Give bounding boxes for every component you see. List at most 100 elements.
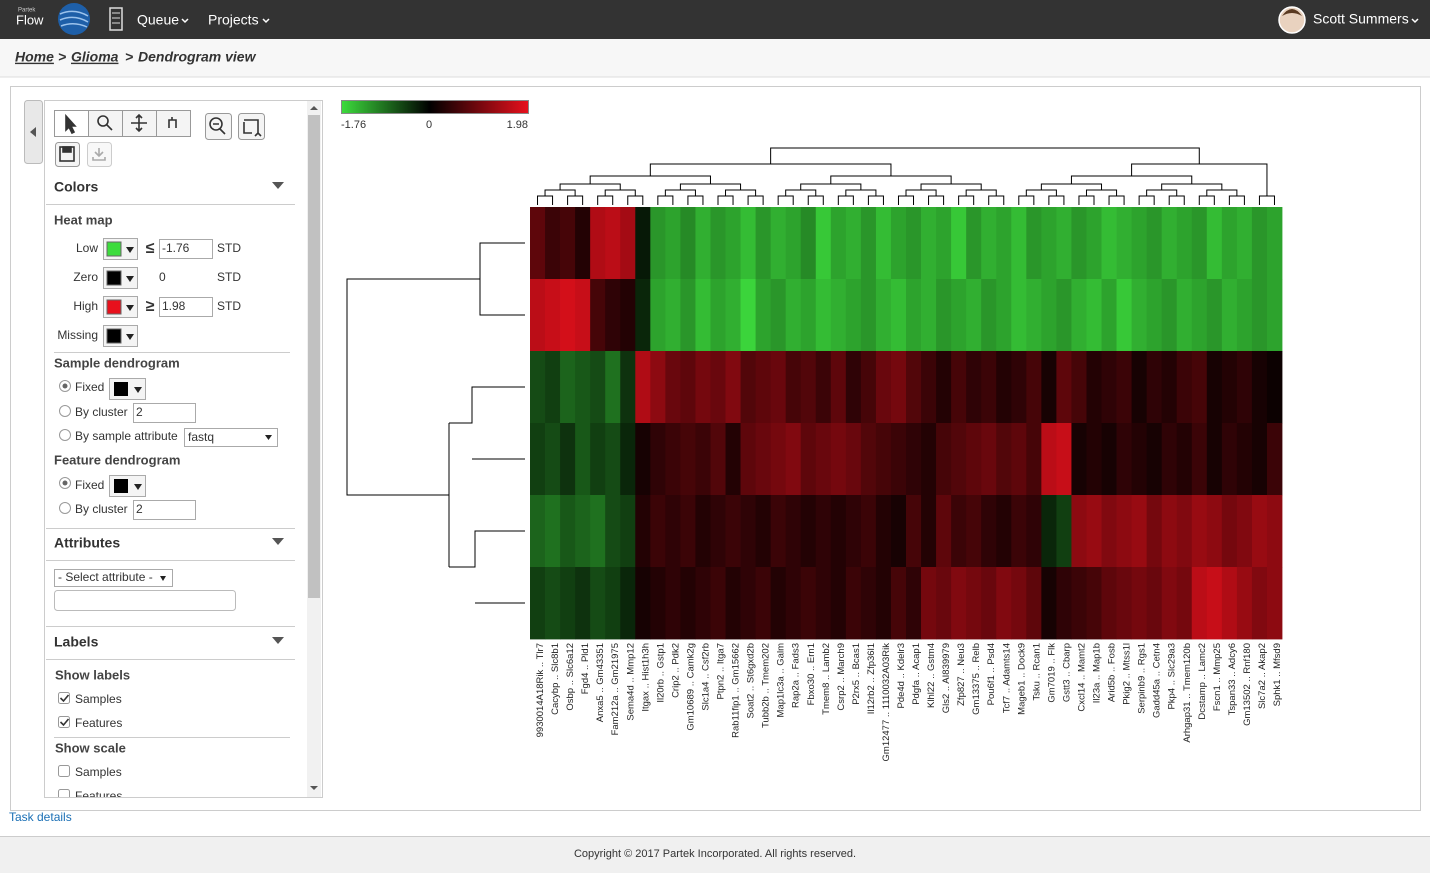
- checkbox[interactable]: [58, 765, 70, 777]
- feature-label: Pou6f1 .. Psd4: [986, 643, 997, 705]
- checkbox[interactable]: [58, 692, 70, 704]
- heatmap-cell: [1251, 423, 1268, 496]
- attribute-select[interactable]: [184, 428, 278, 447]
- logo[interactable]: [58, 3, 90, 35]
- heatmap-cell: [740, 567, 756, 640]
- heatmap-cell: [1041, 495, 1057, 568]
- heatmap-cell: [530, 279, 546, 352]
- checkbox-label: Features: [75, 789, 122, 803]
- checkbox-label: Samples: [75, 765, 122, 779]
- heatmap-cell: [665, 207, 681, 280]
- feature-label: Zfp827 .. Neu3: [956, 643, 967, 706]
- heatmap-cell: [1251, 207, 1268, 280]
- heatmap-cell: [635, 423, 651, 496]
- heatmap-cell: [906, 423, 922, 496]
- breadcrumb-link[interactable]: Glioma: [71, 49, 119, 65]
- heatmap-cell: [740, 207, 756, 280]
- radio[interactable]: [59, 429, 71, 441]
- save[interactable]: [55, 142, 80, 167]
- heatmap-cell: [590, 567, 606, 640]
- heatmap-cell: [755, 207, 772, 280]
- radio[interactable]: [59, 405, 71, 417]
- heatmap-cell: [545, 495, 561, 568]
- zoom-out[interactable]: [205, 113, 232, 140]
- heatmap-cell: [755, 567, 772, 640]
- heatmap-cell: [1191, 279, 1208, 352]
- feature-label: Fgd4 .. Pld1: [580, 643, 591, 694]
- brand[interactable]: Flow: [16, 12, 44, 27]
- heatmap-cell: [1236, 423, 1253, 496]
- feature-label: Fscn1 .. Mmp25: [1212, 643, 1223, 711]
- heatmap-cell: [815, 423, 832, 496]
- heatmap-cell: [1161, 567, 1178, 640]
- heatmap-cell: [1191, 495, 1208, 568]
- user-name[interactable]: Scott Summers: [1313, 11, 1409, 27]
- feature-label: Pdgfa .. Acap1: [911, 643, 922, 705]
- cluster-input[interactable]: [133, 403, 196, 423]
- heatmap-cell: [785, 423, 802, 496]
- heatmap-cell: [1116, 351, 1132, 424]
- radio[interactable]: [59, 502, 71, 514]
- heatmap-cell: [680, 423, 696, 496]
- heatmap-cell: [1146, 207, 1163, 280]
- heatmap-cell: [1071, 351, 1087, 424]
- feature-label: Gadd45a .. Cetn4: [1152, 643, 1163, 718]
- heatmap-cell: [936, 567, 952, 640]
- breadcrumb-link[interactable]: Home: [15, 49, 54, 65]
- checkbox[interactable]: [58, 716, 70, 728]
- heatmap-cell: [1161, 279, 1178, 352]
- heatmap-cell: [1056, 351, 1072, 424]
- threshold-input[interactable]: [159, 297, 213, 317]
- heatmap-cell: [680, 279, 696, 352]
- zoom-tool[interactable]: [88, 110, 123, 137]
- heatmap-cell: [665, 423, 681, 496]
- heatmap-cell: [1131, 567, 1148, 640]
- operator: ≥: [146, 298, 155, 315]
- heatmap-cell: [1236, 207, 1253, 280]
- heatmap-cell: [1221, 207, 1238, 280]
- heatmap-cell: [981, 423, 997, 496]
- menu-item[interactable]: Queue: [137, 12, 179, 28]
- heatmap-cell: [605, 351, 621, 424]
- checkbox[interactable]: [58, 789, 70, 801]
- threshold-input[interactable]: [159, 239, 213, 259]
- heatmap-cell: [800, 423, 817, 496]
- heatmap-cell: [1101, 207, 1117, 280]
- heatmap-cell: [770, 567, 787, 640]
- feature-label: Tubb2b .. Tmem202: [761, 643, 772, 728]
- scrollbar-thumb[interactable]: [308, 115, 320, 598]
- heatmap-cell: [560, 351, 576, 424]
- dropdown-arrow: [126, 247, 134, 253]
- heatmap-cell: [1266, 567, 1283, 640]
- heatmap-cell: [620, 495, 636, 568]
- heatmap-cell: [740, 351, 756, 424]
- heatmap-cell: [815, 351, 832, 424]
- feature-label: Dcstamp .. Lamc2: [1197, 643, 1208, 720]
- cluster-input[interactable]: [133, 500, 196, 520]
- dropdown-arrow: [160, 576, 166, 581]
- menu-item[interactable]: Projects: [208, 12, 259, 28]
- heatmap-cell: [620, 279, 636, 352]
- heatmap-cell: [921, 567, 937, 640]
- attribute-dropdown[interactable]: [54, 569, 173, 587]
- heatmap-cell: [1206, 279, 1223, 352]
- heatmap-cell: [1101, 567, 1117, 640]
- heatmap-cell: [1071, 207, 1087, 280]
- heatmap-cell: [1206, 567, 1223, 640]
- cut-tool[interactable]: [156, 110, 191, 137]
- sample-dendrogram: [346, 242, 525, 604]
- heatmap-cell: [620, 423, 636, 496]
- feature-label: Crip2 .. Pdk2: [670, 643, 681, 698]
- attribute-box[interactable]: [54, 590, 236, 611]
- heatmap-cell: [966, 207, 982, 280]
- heatmap-cell: [605, 495, 621, 568]
- scale-label: -1.76: [341, 119, 366, 131]
- field-label: Zero: [73, 270, 98, 284]
- task-details-link[interactable]: Task details: [9, 810, 72, 824]
- heatmap-cell: [1101, 495, 1117, 568]
- heatmap-cell: [1116, 495, 1132, 568]
- heatmap-cell: [665, 567, 681, 640]
- heatmap-cell: [1026, 423, 1042, 496]
- heatmap-cell: [785, 207, 802, 280]
- heatmap-cell: [665, 279, 681, 352]
